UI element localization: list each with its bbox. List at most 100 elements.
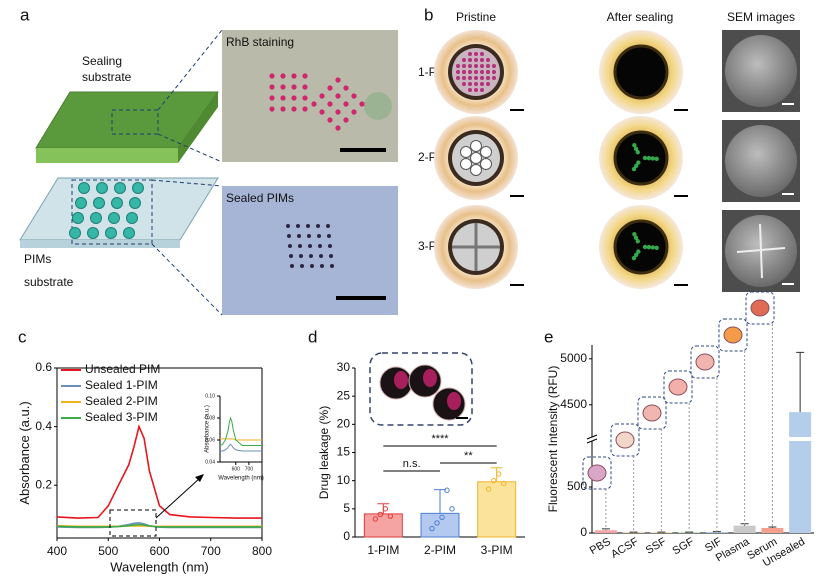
dot xyxy=(317,234,321,238)
y-tick-label: 20 xyxy=(337,417,351,431)
label: PIMs xyxy=(24,252,51,266)
pim xyxy=(87,227,99,239)
x-axis-label: Wavelength (nm) xyxy=(218,476,263,482)
icon-frame xyxy=(582,456,612,490)
dot xyxy=(320,264,324,268)
dot xyxy=(280,84,286,90)
dot xyxy=(343,117,349,123)
dot xyxy=(319,254,323,258)
dot xyxy=(343,101,349,107)
pore xyxy=(492,76,496,80)
sem-sphere xyxy=(725,125,797,197)
pore xyxy=(460,158,472,170)
legend-label: Sealed 3-PIM xyxy=(85,410,158,424)
pore xyxy=(474,52,478,56)
icon-frame xyxy=(745,291,775,325)
y-tick-label: 10 xyxy=(337,473,351,487)
dot xyxy=(335,125,341,131)
pore xyxy=(474,64,478,68)
pore xyxy=(480,64,484,68)
y-axis-label: Absorbance (a.u.) xyxy=(17,401,32,504)
pim xyxy=(93,197,105,209)
fluorescence xyxy=(631,255,637,261)
line xyxy=(56,523,262,528)
legend-label: Sealed 2-PIM xyxy=(85,394,158,408)
pore xyxy=(470,140,482,152)
dot xyxy=(297,234,301,238)
dot xyxy=(269,84,275,90)
column-header: Pristine xyxy=(456,10,496,24)
fluorescence xyxy=(650,245,655,250)
fluorescence xyxy=(646,155,652,161)
x-tick-label: ACSF xyxy=(609,536,641,561)
data-point xyxy=(444,487,450,493)
dot xyxy=(359,101,365,107)
icon-frame xyxy=(718,318,748,352)
pore xyxy=(492,70,496,74)
connector xyxy=(157,133,223,163)
y-tick-label: 15 xyxy=(337,445,351,459)
dot xyxy=(328,244,332,248)
y-axis-label: Fluorescent Intensity (RFU) xyxy=(546,366,560,513)
dot xyxy=(280,73,286,79)
pim xyxy=(69,227,81,239)
photo xyxy=(222,186,398,315)
dot xyxy=(280,106,286,112)
rhb-dots xyxy=(269,73,365,131)
dot xyxy=(299,254,303,258)
pim xyxy=(105,227,117,239)
data-point xyxy=(429,525,435,532)
fluorescence xyxy=(654,156,659,161)
x-tick-label: SSF xyxy=(644,536,669,557)
fluorescence xyxy=(634,163,639,169)
data-point xyxy=(372,516,379,522)
bar xyxy=(733,525,756,533)
dot xyxy=(327,234,331,238)
x-tick-label: 600 xyxy=(232,466,241,472)
y-tick-label: 25 xyxy=(337,388,351,402)
y-axis-label: Absorbance (a.u.) xyxy=(205,405,211,453)
y-tick-label: 4500 xyxy=(560,397,587,411)
error-bar xyxy=(796,351,805,413)
pore xyxy=(468,58,472,62)
dot xyxy=(319,93,325,99)
pim xyxy=(75,197,87,209)
x-tick-label: 3-PIM xyxy=(481,543,513,557)
dot xyxy=(298,244,302,248)
fluorescence xyxy=(642,244,648,250)
dot xyxy=(296,224,300,228)
icon xyxy=(642,404,662,422)
dot xyxy=(302,106,308,112)
dot xyxy=(307,234,311,238)
fluorescence xyxy=(636,249,641,254)
pore xyxy=(468,52,472,56)
y-tick-label: 0.04 xyxy=(205,459,215,465)
dot xyxy=(289,254,293,258)
pore xyxy=(474,76,478,80)
sealed-core xyxy=(613,44,669,100)
dot xyxy=(286,224,290,228)
pore xyxy=(456,70,460,74)
line xyxy=(219,416,262,446)
inset-dye xyxy=(394,371,408,389)
micrographs xyxy=(434,30,800,292)
label: Sealing xyxy=(82,54,122,68)
icon-frame xyxy=(690,345,720,379)
data-point xyxy=(449,506,455,512)
fluorescence xyxy=(632,143,637,148)
pim xyxy=(129,197,141,209)
dot xyxy=(330,264,334,268)
stain xyxy=(364,92,392,120)
label: substrate xyxy=(82,70,132,84)
pore xyxy=(462,58,466,62)
dot xyxy=(343,85,349,91)
dot xyxy=(351,93,357,99)
data-point xyxy=(485,486,492,492)
dot xyxy=(327,101,333,107)
pore xyxy=(462,76,466,80)
pore xyxy=(480,82,484,86)
pore xyxy=(468,64,472,68)
fluorescence xyxy=(650,156,655,161)
pim xyxy=(126,212,138,224)
